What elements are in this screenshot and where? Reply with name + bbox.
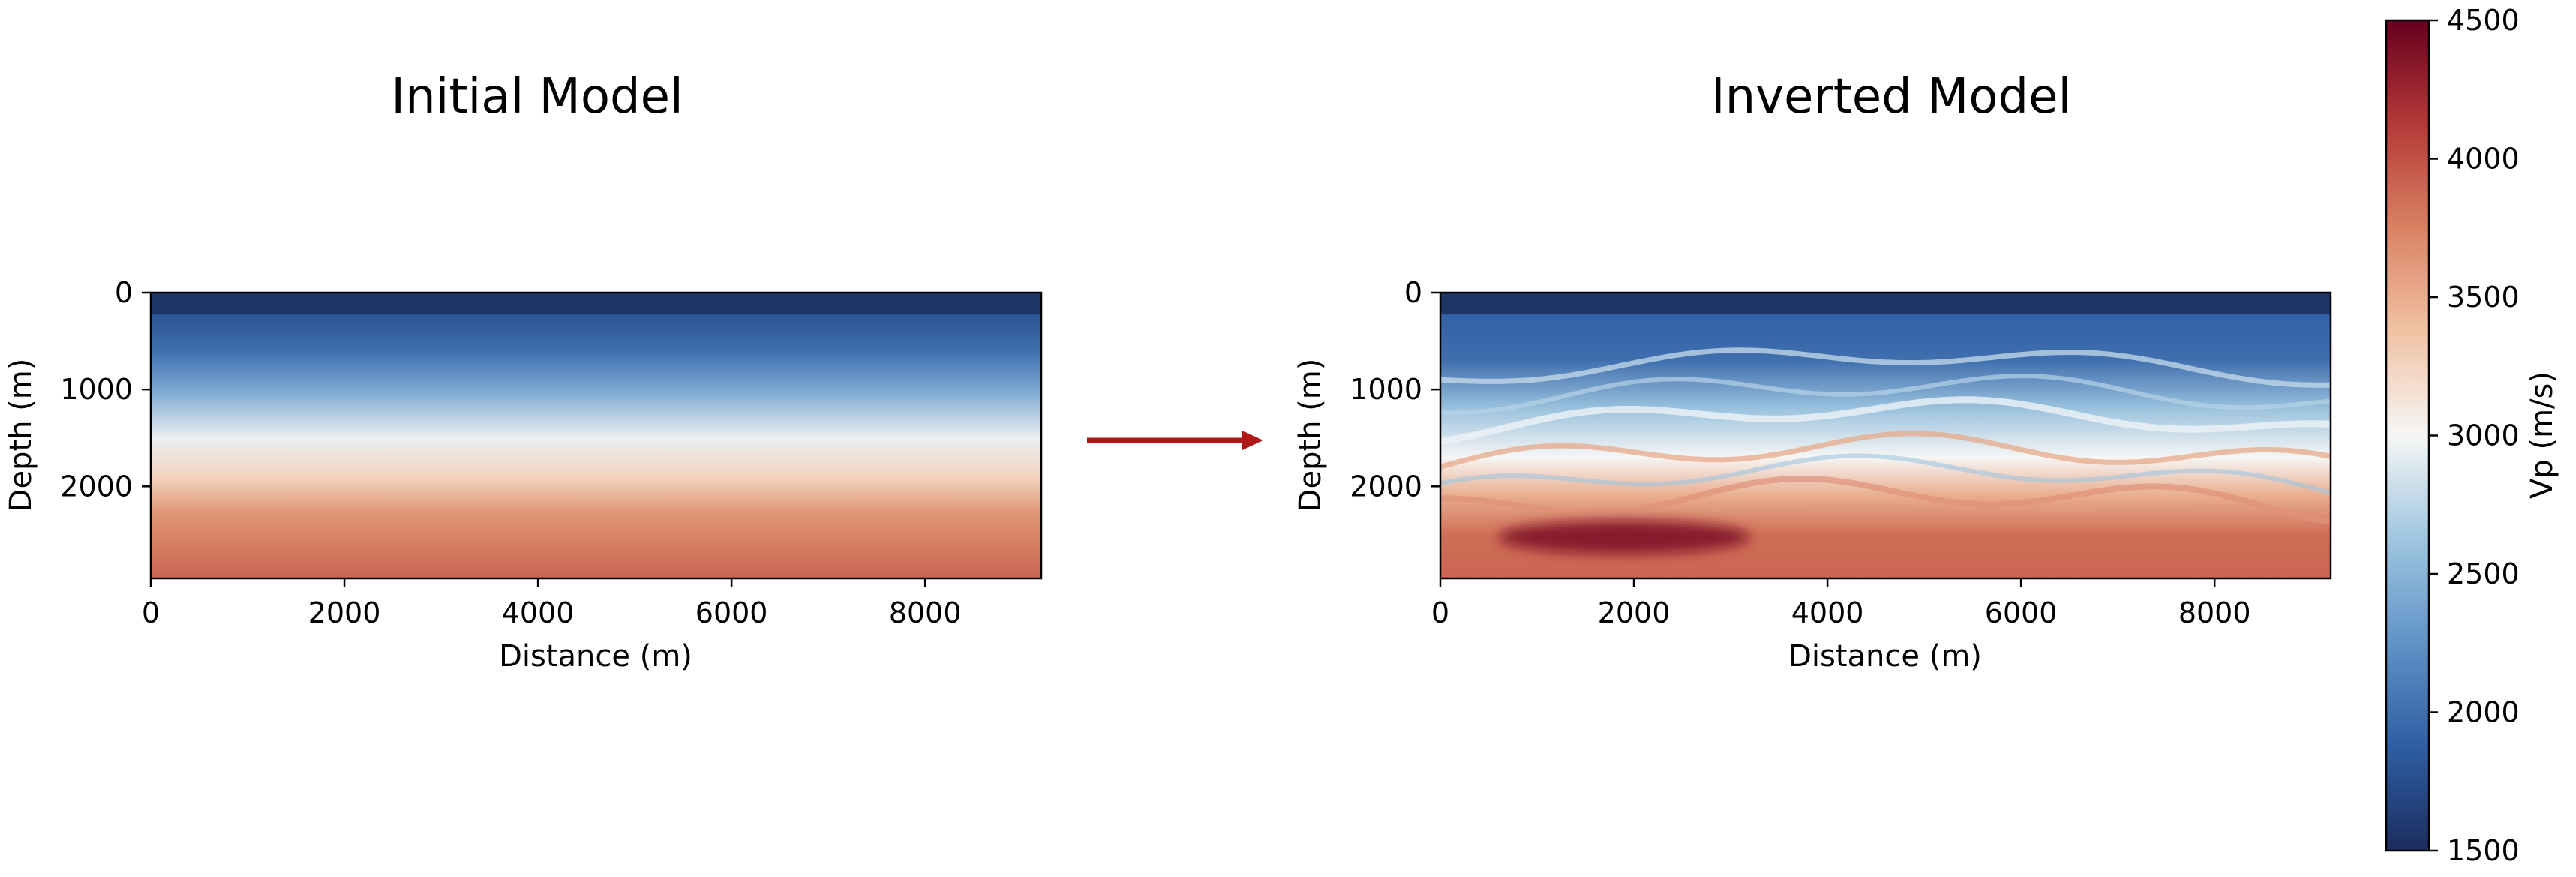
initial-model-title: Initial Model (391, 69, 683, 125)
inverted-xtick-label-3: 6000 (1985, 596, 2058, 629)
initial-xtick-label-2: 4000 (502, 596, 575, 629)
colorbar-tick-label-1: 2000 (2447, 696, 2520, 729)
colorbar-tick-label-3: 3000 (2447, 419, 2520, 452)
colorbar-label: Vp (m/s) (2525, 371, 2559, 499)
inverted-xtick-label-2: 4000 (1791, 596, 1864, 629)
initial-model-xlabel: Distance (m) (499, 639, 692, 674)
inverted-model-high-velocity-anomaly (1498, 520, 1750, 554)
inverted-model-title: Inverted Model (1711, 69, 2072, 125)
inverted-model-layer-5 (1440, 475, 2331, 526)
colorbar-tick-label-4: 3500 (2447, 281, 2520, 314)
initial-xtick-label-0: 0 (142, 596, 160, 629)
initial-xtick-label-3: 6000 (695, 596, 768, 629)
initial-model-xticks: 0 2000 4000 6000 8000 (142, 578, 962, 629)
initial-ytick-label-2: 2000 (60, 470, 133, 503)
inverted-model-xlabel: Distance (m) (1788, 639, 1982, 674)
initial-model-yticks: 0 1000 2000 (60, 276, 151, 503)
colorbar-tick-label-6: 4500 (2447, 4, 2520, 37)
inverted-model-layer-3 (1440, 431, 2331, 470)
transition-arrow (1087, 431, 1263, 450)
colorbar: 1500 2000 2500 3000 3500 4000 4500 Vp (m… (2385, 4, 2559, 867)
inverted-ytick-label-0: 0 (1404, 276, 1422, 309)
initial-xtick-label-4: 8000 (889, 596, 962, 629)
inverted-xtick-label-1: 2000 (1598, 596, 1671, 629)
colorbar-ticks: 1500 2000 2500 3000 3500 4000 4500 (2429, 4, 2520, 867)
colorbar-gradient (2386, 20, 2429, 851)
inverted-ytick-label-2: 2000 (1350, 470, 1422, 503)
inverted-model-xticks: 0 2000 4000 6000 8000 (1431, 578, 2251, 629)
inverted-model-layer-2 (1440, 396, 2331, 445)
initial-ytick-label-1: 1000 (60, 373, 133, 406)
inverted-model-layer-0 (1440, 347, 2331, 388)
colorbar-tick-label-2: 2500 (2447, 557, 2520, 590)
inverted-model-ylabel: Depth (m) (1293, 359, 1328, 512)
initial-model-ylabel: Depth (m) (4, 359, 38, 512)
inverted-model-layer-4 (1440, 453, 2331, 495)
initial-ytick-label-0: 0 (115, 276, 133, 309)
colorbar-tick-label-5: 4000 (2447, 143, 2520, 176)
inverted-model-yticks: 0 1000 2000 (1350, 276, 1440, 503)
inverted-model-panel: Inverted Model 0 2000 4000 6000 8000 0 1… (1293, 69, 2332, 674)
inverted-model-frame (1439, 291, 2332, 580)
inverted-xtick-label-0: 0 (1431, 596, 1449, 629)
colorbar-tick-label-0: 1500 (2447, 834, 2520, 867)
initial-xtick-label-1: 2000 (308, 596, 381, 629)
inverted-model-heatmap (1440, 293, 2331, 578)
inverted-ytick-label-1: 1000 (1350, 373, 1422, 406)
inverted-model-layer-1 (1440, 374, 2331, 416)
arrow-head (1242, 431, 1263, 450)
initial-model-frame (149, 291, 1043, 580)
initial-model-panel: Initial Model 0 2000 4000 6000 8000 0 10… (4, 69, 1043, 674)
inverted-xtick-label-4: 8000 (2178, 596, 2251, 629)
initial-model-heatmap (151, 293, 1041, 578)
inverted-model-layers (1440, 347, 2331, 526)
